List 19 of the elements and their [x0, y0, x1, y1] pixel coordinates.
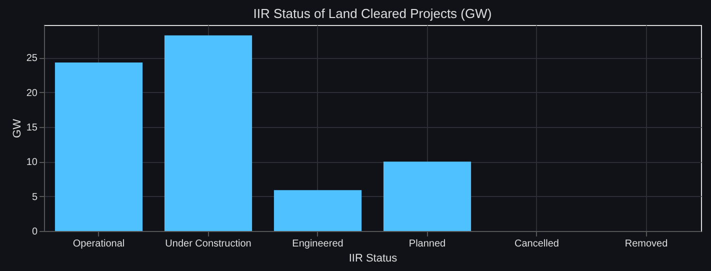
- x-tick-label: Engineered: [292, 238, 344, 250]
- x-tick-label: Operational: [72, 238, 125, 250]
- y-axis-title: GW: [11, 118, 24, 138]
- y-tick-label: 15: [26, 122, 38, 134]
- bar: [164, 35, 252, 231]
- x-tick-label: Removed: [624, 238, 668, 250]
- y-tick-label: 5: [32, 192, 38, 203]
- x-tick-label: Planned: [408, 238, 446, 250]
- y-tick-label: 0: [32, 226, 38, 238]
- x-tick-label: Under Construction: [165, 238, 252, 250]
- x-tick-label: Cancelled: [514, 238, 559, 250]
- bar: [383, 162, 472, 231]
- y-tick-label: 25: [26, 53, 38, 64]
- y-tick-label: 10: [26, 157, 38, 168]
- bar: [274, 190, 362, 231]
- bar: [54, 62, 143, 231]
- y-tick-label: 20: [26, 88, 38, 99]
- x-axis-title: IIR Status: [348, 252, 398, 264]
- chart-title: IIR Status of Land Cleared Projects (GW): [253, 6, 492, 21]
